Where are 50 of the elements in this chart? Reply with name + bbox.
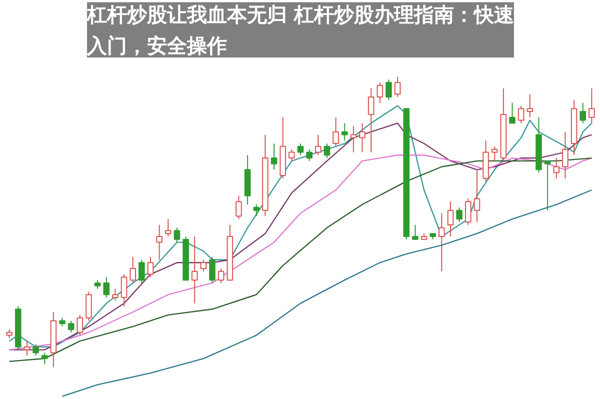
candlestick: [376, 82, 384, 104]
candlestick: [32, 344, 39, 356]
candlestick: [156, 224, 162, 260]
candlestick: [412, 224, 418, 240]
candlestick: [120, 274, 128, 307]
candlestick: [191, 236, 198, 304]
chart-title: 杠杆炒股让我血本无归 杠杆炒股办理指南：快速入门，安全操作: [86, 2, 514, 58]
candlestick: [41, 352, 48, 365]
candlestick: [438, 212, 445, 272]
candlestick: [288, 148, 295, 162]
candlestick: [588, 88, 595, 124]
candlestick: [209, 256, 216, 284]
candlestick: [103, 276, 110, 298]
candlestick: [147, 256, 154, 278]
candlestick: [174, 227, 180, 243]
candlestick: [394, 76, 401, 98]
candlestick: [341, 122, 348, 142]
candlestick: [306, 148, 312, 162]
candlestick: [332, 116, 339, 147]
candlestick: [368, 88, 374, 153]
candlestick: [236, 195, 242, 220]
candlestick: [447, 201, 454, 237]
candlestick: [562, 131, 568, 179]
candlestick: [138, 259, 145, 284]
candlestick: [200, 259, 207, 272]
candlestick: [130, 256, 136, 284]
candlestick: [253, 204, 260, 217]
candlestick: [553, 158, 560, 179]
candlestick: [491, 146, 498, 162]
candlestick: [359, 122, 366, 153]
candlestick: [324, 143, 330, 159]
candlestick: [518, 105, 524, 124]
candlestick: [526, 94, 534, 118]
candlestick: [86, 291, 92, 322]
candlestick: [297, 143, 304, 156]
candlestick: [544, 160, 551, 211]
candlestick: [474, 169, 480, 222]
candlestick: [218, 268, 224, 284]
candlestick: [386, 79, 392, 100]
candlestick: [456, 206, 462, 222]
candlestick: [24, 340, 30, 356]
candlestick: [315, 134, 322, 156]
candlestick: [165, 218, 172, 237]
candlestick: [580, 102, 586, 124]
candlestick: [68, 320, 74, 333]
candlestick: [76, 314, 84, 336]
candlestick: [465, 198, 472, 226]
candlestick: [509, 102, 516, 124]
candlestick: [112, 288, 118, 301]
candlestick: [270, 143, 278, 170]
